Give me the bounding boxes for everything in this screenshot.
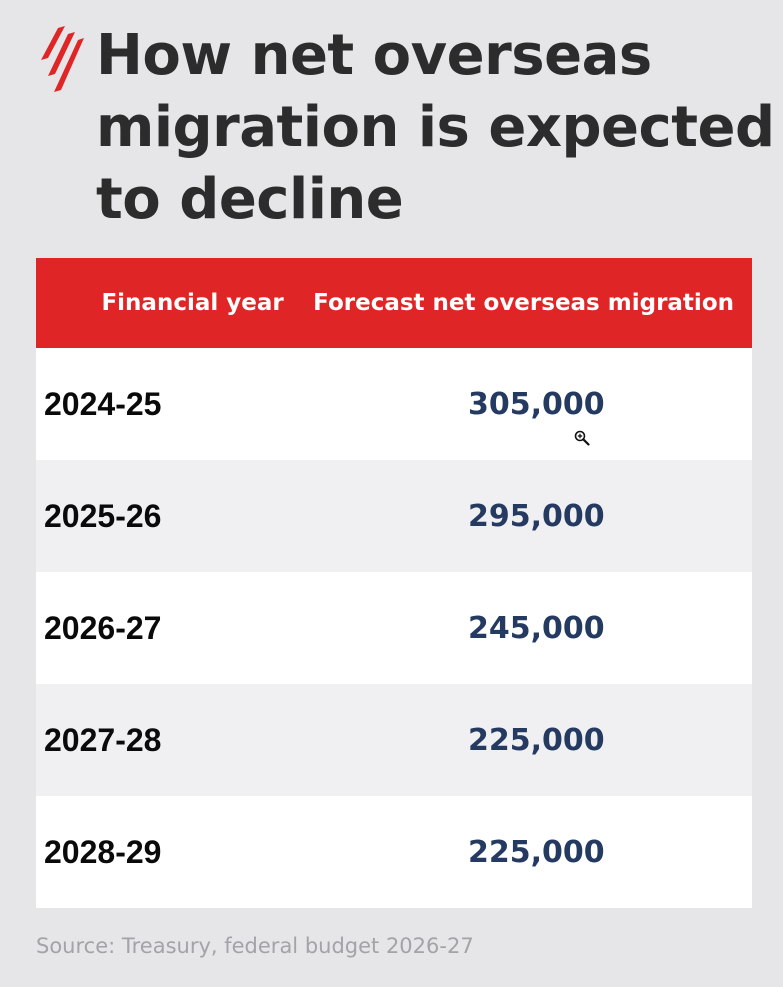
table-body: 2024-25 305,000 2025-26 295,000 2026-27 … — [36, 348, 752, 908]
zoom-in-cursor-icon[interactable] — [574, 430, 590, 446]
forecast-value-cell: 305,000 — [468, 386, 605, 422]
table-row: 2028-29 225,000 — [36, 796, 752, 908]
table-row: 2027-28 225,000 — [36, 684, 752, 796]
table-row: 2026-27 245,000 — [36, 572, 752, 684]
sbs-logo — [41, 26, 84, 92]
forecast-value-cell: 295,000 — [468, 498, 605, 534]
migration-table: Financial year Forecast net overseas mig… — [36, 258, 752, 908]
forecast-value-cell: 245,000 — [468, 610, 605, 646]
year-cell: 2026-27 — [44, 609, 162, 646]
year-cell: 2025-26 — [44, 497, 162, 534]
table-row: 2024-25 305,000 — [36, 348, 752, 460]
column-header-forecast: Forecast net overseas migration — [313, 290, 734, 316]
forecast-value-cell: 225,000 — [468, 834, 605, 870]
source-note: Source: Treasury, federal budget 2026-27 — [36, 934, 474, 958]
page-title: How net overseas migration is expected t… — [96, 23, 775, 232]
year-cell: 2028-29 — [44, 833, 162, 870]
column-header-year: Financial year — [101, 290, 284, 316]
year-cell: 2024-25 — [44, 385, 162, 422]
table-header: Financial year Forecast net overseas mig… — [36, 258, 752, 348]
table-row: 2025-26 295,000 — [36, 460, 752, 572]
forecast-value-cell: 225,000 — [468, 722, 605, 758]
year-cell: 2027-28 — [44, 721, 162, 758]
